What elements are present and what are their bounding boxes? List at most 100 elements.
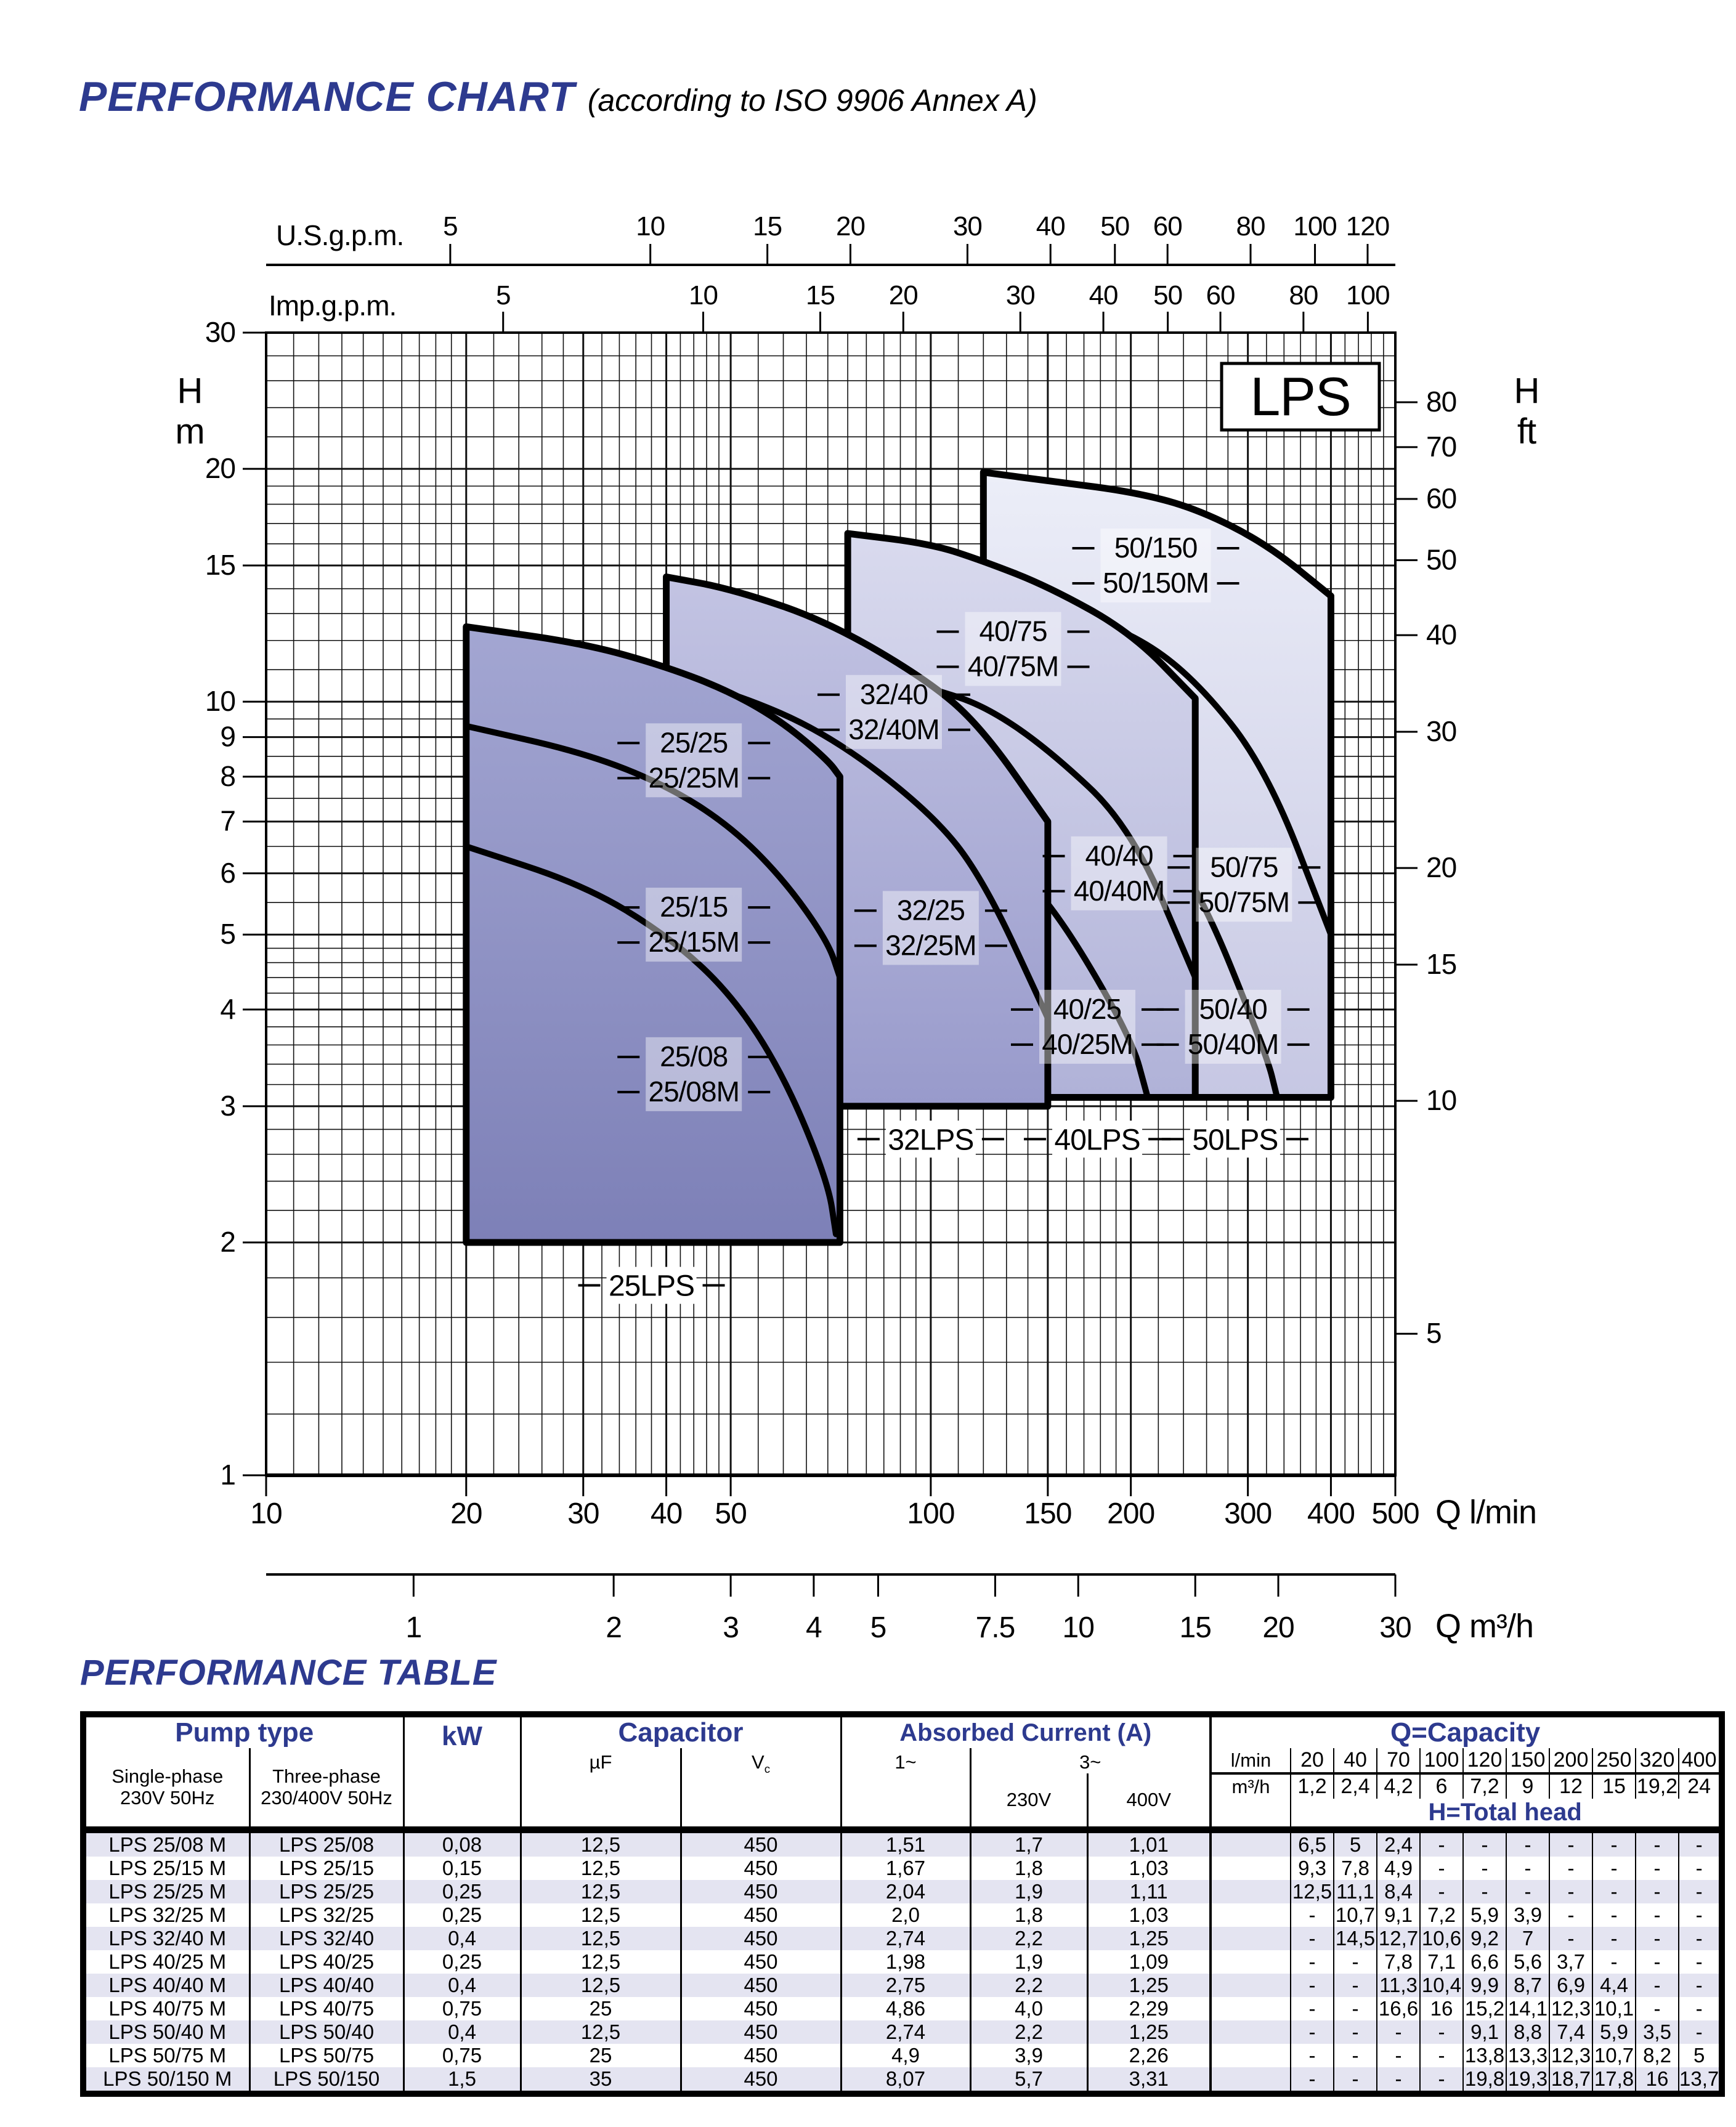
svg-text:50LPS: 50LPS — [1192, 1124, 1278, 1156]
col-header-1ph: 1~ — [840, 1748, 970, 1833]
capacity-lmin-150: 150 — [1506, 1748, 1549, 1775]
spacer-cell — [1209, 1903, 1291, 1927]
kw-cell: 0,4 — [402, 2020, 521, 2044]
head-value-cell: 16 — [1635, 2067, 1679, 2094]
head-value-cell: - — [1419, 2044, 1463, 2067]
vc-cell: 450 — [679, 1829, 841, 1857]
single-phase-cell: LPS 40/75 M — [108, 1997, 227, 2020]
svg-text:32/40M: 32/40M — [848, 713, 939, 745]
svg-text:30: 30 — [567, 1497, 599, 1530]
capacity-lmin-70: 70 — [1376, 1748, 1420, 1775]
three-phase-cell: LPS 50/75 — [248, 2044, 404, 2067]
kw-cell: 0,25 — [402, 1903, 521, 1927]
head-value-cell: - — [1376, 2067, 1420, 2094]
col-header-lmin: l/min — [1209, 1748, 1291, 1775]
head-value-cell: 6,9 — [1549, 1974, 1592, 1997]
page-title-sub: (according to ISO 9906 Annex A) — [587, 83, 1037, 118]
capacity-lmin-120: 120 — [1462, 1748, 1506, 1775]
current-230v-cell: 2,2 — [969, 2020, 1087, 2044]
svg-text:40/25: 40/25 — [1053, 993, 1121, 1025]
svg-text:30: 30 — [1379, 1611, 1411, 1644]
svg-text:30: 30 — [953, 211, 982, 241]
current-400v-cell: 3,31 — [1086, 2067, 1211, 2094]
head-value-cell: - — [1419, 1857, 1463, 1880]
axis-imp-gpm: Imp.g.p.m. 5 10 15 20 30 40 50 60 80 100 — [269, 280, 1390, 333]
capacity-m3h-15: 15 — [1592, 1773, 1636, 1799]
head-value-cell: - — [1592, 1950, 1636, 1974]
current-400v-cell: 2,29 — [1086, 1997, 1211, 2020]
head-value-cell: 13,3 — [1506, 2044, 1549, 2067]
svg-text:15: 15 — [753, 211, 782, 241]
svg-text:25LPS: 25LPS — [609, 1270, 694, 1303]
head-value-cell: - — [1592, 1829, 1636, 1857]
svg-text:H: H — [177, 371, 203, 411]
col-header-vc: Vc — [679, 1748, 841, 1833]
pump-row-lps-40-75: LPS 40/75 M LPS 40/75 0,75 25 450 4,86 4,0 2,29… — [83, 1997, 1722, 2020]
head-value-cell: - — [1549, 1927, 1592, 1950]
svg-text:5: 5 — [1426, 1317, 1442, 1349]
pump-row-lps-40-40: LPS 40/40 M LPS 40/40 0,4 12,5 450 2,75 2,2 1,2… — [83, 1974, 1722, 1997]
single-phase-cell: LPS 25/08 M — [108, 1833, 227, 1856]
svg-text:60: 60 — [1206, 280, 1235, 310]
uf-cell: 12,5 — [519, 1903, 681, 1927]
col-header-single-phase: Single-phase 230V 50Hz — [83, 1748, 249, 1833]
current-230v-cell: 1,9 — [969, 1950, 1087, 1974]
svg-text:40/40M: 40/40M — [1074, 875, 1164, 907]
group-label-50lps: 50LPS — [1161, 1120, 1308, 1158]
svg-text:50: 50 — [715, 1497, 746, 1530]
col-header-three-phase: Three-phase 230/400V 50Hz — [248, 1748, 404, 1833]
chart-svg: U.S.g.p.m. 5 10 15 20 30 40 50 60 80 100 120Imp.g.p… — [175, 211, 1539, 1645]
svg-text:25/25M: 25/25M — [648, 761, 739, 793]
axis-h-ft: 80 70 60 50 40 30 20 15 10 5 Hft — [1395, 371, 1539, 1349]
three-phase-cell: LPS 40/40 — [248, 1974, 404, 1997]
head-value-cell: 16,6 — [1376, 1997, 1420, 2020]
uf-cell: 12,5 — [519, 1857, 681, 1880]
col-header-uf: µF — [519, 1748, 681, 1833]
head-value-cell: 17,8 — [1592, 2067, 1636, 2094]
uf-cell: 25 — [519, 1997, 681, 2020]
svg-text:10: 10 — [636, 211, 665, 241]
col-header-pump-type: Pump type — [83, 1714, 404, 1748]
spacer-cell — [1209, 1880, 1291, 1903]
head-value-cell: - — [1635, 1974, 1679, 1997]
head-value-cell: 2,4 — [1376, 1829, 1420, 1857]
head-value-cell: - — [1333, 2044, 1377, 2067]
svg-text:5: 5 — [220, 918, 235, 950]
svg-text:50: 50 — [1153, 280, 1182, 310]
svg-text:5: 5 — [443, 211, 457, 241]
head-value-cell: 5,6 — [1506, 1950, 1549, 1974]
svg-text:25/15M: 25/15M — [648, 926, 739, 958]
spacer-cell — [1209, 2044, 1291, 2067]
svg-text:30: 30 — [205, 316, 235, 348]
kw-cell: 1,5 — [402, 2067, 521, 2094]
spacer-cell — [1209, 1857, 1291, 1880]
head-value-cell: 19,3 — [1506, 2067, 1549, 2094]
svg-text:40: 40 — [651, 1497, 682, 1530]
current-230v-cell: 3,9 — [969, 2044, 1087, 2067]
head-value-cell: 12,7 — [1376, 1927, 1420, 1950]
head-value-cell: 13,7 — [1677, 2067, 1722, 2094]
svg-text:120: 120 — [1346, 211, 1389, 241]
col-header-absorbed-current: Absorbed Current (A) — [840, 1714, 1211, 1748]
current-230v-cell: 1,8 — [969, 1857, 1087, 1880]
svg-text:40/75M: 40/75M — [968, 650, 1058, 683]
svg-text:50: 50 — [1100, 211, 1129, 241]
capacity-lmin-100: 100 — [1419, 1748, 1463, 1775]
head-value-cell: 15,2 — [1462, 1997, 1506, 2020]
col-header-kw: kW — [402, 1714, 521, 1833]
svg-text:7.5: 7.5 — [976, 1611, 1015, 1644]
axis-us-gpm: U.S.g.p.m. 5 10 15 20 30 40 50 60 80 100 120 — [266, 211, 1395, 266]
head-value-cell: 12,3 — [1549, 1997, 1592, 2020]
uf-cell: 35 — [519, 2067, 681, 2094]
spacer-cell — [1209, 2020, 1291, 2044]
head-value-cell: 10,7 — [1592, 2044, 1636, 2067]
single-phase-cell: LPS 32/25 M — [108, 1903, 227, 1926]
head-value-cell: 11,3 — [1376, 1974, 1420, 1997]
svg-text:20: 20 — [1426, 851, 1456, 883]
svg-text:80: 80 — [1426, 386, 1456, 418]
svg-text:Imp.g.p.m.: Imp.g.p.m. — [269, 290, 396, 322]
head-value-cell: 10,4 — [1419, 1974, 1463, 1997]
pump-row-lps-50-150: LPS 50/150 M LPS 50/150 1,5 35 450 8,07 5,7 3,3… — [83, 2067, 1722, 2094]
head-value-cell: 5 — [1333, 1829, 1377, 1857]
